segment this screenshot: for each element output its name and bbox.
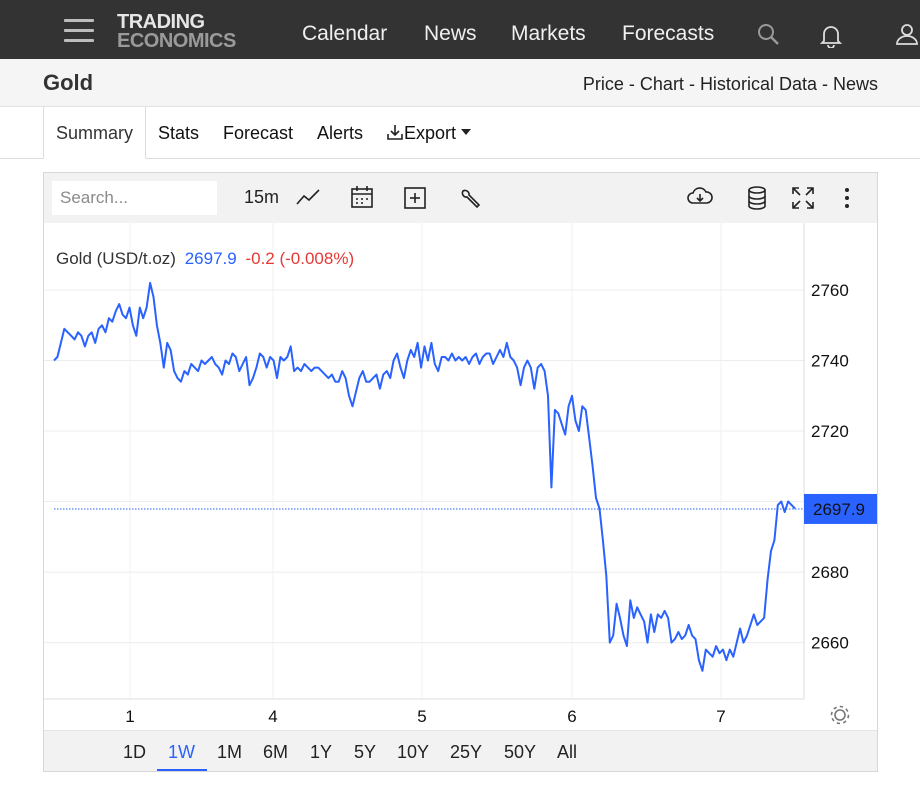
tab-export[interactable]: Export xyxy=(386,123,472,144)
range-50y[interactable]: 50Y xyxy=(504,742,537,762)
active-range-indicator xyxy=(157,769,207,771)
x-tick-label: 7 xyxy=(716,707,725,726)
breadcrumb-price[interactable]: Price xyxy=(582,74,624,94)
range-1y[interactable]: 1Y xyxy=(310,742,333,762)
chart-search-input[interactable] xyxy=(52,181,217,215)
breadcrumb-separator: - xyxy=(623,74,640,94)
more-options-icon[interactable] xyxy=(844,187,850,209)
range-selector: 1D 1W 1M 6M 1Y 5Y 10Y 25Y 50Y All xyxy=(44,730,877,771)
y-tick-label: 2660 xyxy=(811,634,849,653)
last-price-label-box xyxy=(804,493,877,524)
y-tick-label: 2680 xyxy=(811,563,849,582)
y-tick-label: 2720 xyxy=(811,422,849,441)
add-indicator-icon[interactable] xyxy=(403,186,427,210)
top-nav: TRADING ECONOMICS Calendar News Markets … xyxy=(0,0,920,59)
logo-line-2: ECONOMICS xyxy=(117,30,236,52)
page-title: Gold xyxy=(43,70,94,95)
x-tick-label: 5 xyxy=(417,707,426,726)
range-6m[interactable]: 6M xyxy=(263,742,289,762)
price-chart[interactable]: Gold (USD/t.oz) 2697.9 -0.2 (-0.008%) 26… xyxy=(44,223,877,730)
breadcrumb: Price - Chart - Historical Data - News xyxy=(583,74,878,95)
nav-link-calendar[interactable]: Calendar xyxy=(302,22,388,45)
legend: Gold (USD/t.oz) 2697.9 -0.2 (-0.008%) xyxy=(56,249,354,268)
wrench-icon[interactable] xyxy=(460,187,482,209)
tab-bar: Summary Stats Forecast Alerts Export xyxy=(0,107,920,159)
y-tick-label: 2740 xyxy=(811,352,849,371)
x-tick-label: 1 xyxy=(125,707,134,726)
nav-link-news[interactable]: News xyxy=(424,22,477,45)
tab-stats[interactable]: Stats xyxy=(158,123,200,143)
breadcrumb-chart[interactable]: Chart xyxy=(639,74,684,94)
chart-panel: 15m xyxy=(43,172,878,772)
chart-toolbar: 15m xyxy=(44,173,877,223)
legend-symbol-name: Gold (USD/t.oz) xyxy=(56,249,176,268)
range-1m[interactable]: 1M xyxy=(217,742,243,762)
tab-alerts[interactable]: Alerts xyxy=(317,123,364,143)
calendar-icon[interactable] xyxy=(350,185,374,209)
range-all[interactable]: All xyxy=(557,742,578,762)
gold-price-series-line xyxy=(53,281,796,672)
range-1w[interactable]: 1W xyxy=(168,742,195,762)
download-icon xyxy=(387,125,403,140)
range-10y[interactable]: 10Y xyxy=(397,742,430,762)
tab-export-label: Export xyxy=(404,123,457,143)
user-icon[interactable] xyxy=(894,22,920,46)
interval-selector[interactable]: 15m xyxy=(244,187,280,207)
logo[interactable]: TRADING ECONOMICS xyxy=(117,11,236,52)
x-tick-label: 4 xyxy=(268,707,277,726)
bell-icon[interactable] xyxy=(820,24,842,48)
legend-change: -0.2 (-0.008%) xyxy=(245,249,354,268)
database-icon[interactable] xyxy=(747,186,767,210)
y-tick-label: 2760 xyxy=(811,281,849,300)
fullscreen-icon[interactable] xyxy=(791,186,815,210)
range-25y[interactable]: 25Y xyxy=(450,742,483,762)
legend-price: 2697.9 xyxy=(185,249,237,268)
breadcrumb-separator: - xyxy=(683,74,700,94)
range-1d[interactable]: 1D xyxy=(123,742,147,762)
menu-icon[interactable] xyxy=(64,19,94,43)
breadcrumb-historical-data[interactable]: Historical Data xyxy=(699,74,817,94)
tab-summary[interactable]: Summary xyxy=(43,107,146,159)
search-icon[interactable] xyxy=(756,22,780,46)
breadcrumb-separator: - xyxy=(816,74,833,94)
breadcrumb-news[interactable]: News xyxy=(832,74,878,94)
caret-down-icon xyxy=(461,129,472,135)
logo-line-1: TRADING xyxy=(117,11,205,33)
chart-settings-icon[interactable] xyxy=(830,705,850,725)
last-price-label: 2697.9 xyxy=(813,500,865,519)
cloud-download-icon[interactable] xyxy=(686,186,714,208)
page-header: Gold Price - Chart - Historical Data - N… xyxy=(0,59,920,107)
x-tick-label: 6 xyxy=(567,707,576,726)
line-chart-type-icon[interactable] xyxy=(296,188,320,206)
tab-forecast[interactable]: Forecast xyxy=(223,123,294,143)
range-5y[interactable]: 5Y xyxy=(354,742,377,762)
nav-link-markets[interactable]: Markets xyxy=(511,22,586,45)
nav-link-forecasts[interactable]: Forecasts xyxy=(622,22,715,45)
